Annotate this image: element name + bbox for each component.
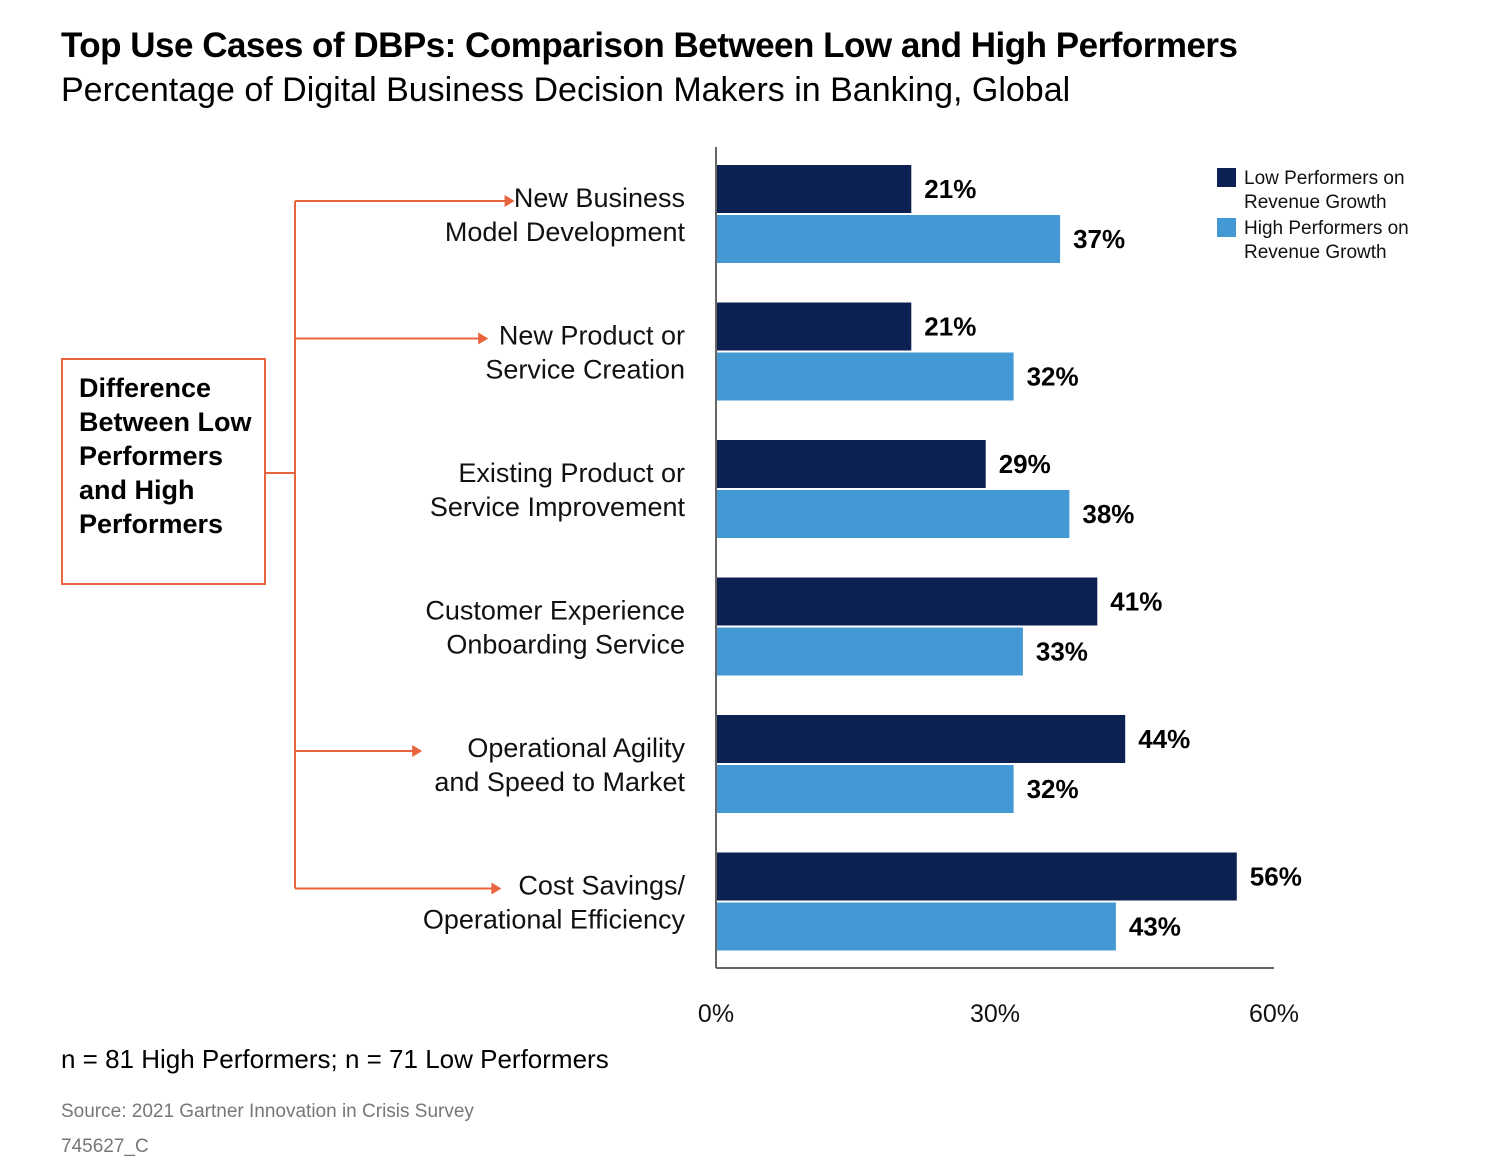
difference-callout-text: Difference Between Low Performers and Hi… xyxy=(79,373,252,539)
x-tick-label-1: 30% xyxy=(970,1000,1020,1028)
document-id: 745627_C xyxy=(61,1136,149,1157)
arrow-head-icon xyxy=(504,195,515,207)
category-label-line: and Speed to Market xyxy=(434,767,685,797)
legend-label-high: Revenue Growth xyxy=(1244,242,1387,263)
value-label-low-2: 29% xyxy=(999,449,1051,479)
x-tick-label-0: 0% xyxy=(698,1000,734,1028)
value-label-low-5: 56% xyxy=(1250,862,1302,892)
bar-low-0 xyxy=(716,165,912,213)
x-tick-label-2: 60% xyxy=(1249,1000,1299,1028)
value-label-low-4: 44% xyxy=(1138,724,1190,754)
sample-size-note: n = 81 High Performers; n = 71 Low Perfo… xyxy=(61,1044,609,1074)
bar-low-3 xyxy=(716,577,1098,626)
category-label-line: New Business xyxy=(514,183,685,213)
category-label-line: Model Development xyxy=(445,217,686,247)
source-note: Source: 2021 Gartner Innovation in Crisi… xyxy=(61,1101,474,1122)
category-label-line: Onboarding Service xyxy=(446,630,685,660)
category-label-1: New Product or Service Creation xyxy=(485,321,685,385)
legend-swatch-low xyxy=(1217,168,1236,187)
legend-swatch-high xyxy=(1217,218,1236,237)
value-label-high-3: 33% xyxy=(1036,637,1088,667)
arrow-head-icon xyxy=(412,745,423,757)
category-label-line: Service Creation xyxy=(485,355,685,385)
category-label-line: New Product or xyxy=(499,321,685,351)
bar-high-2 xyxy=(716,490,1070,538)
category-label-line: Customer Experience xyxy=(425,596,685,626)
legend-label-high: High Performers on xyxy=(1244,218,1409,239)
bar-high-0 xyxy=(716,215,1061,263)
category-label-2: Existing Product or Service Improvement xyxy=(430,458,686,522)
bar-low-1 xyxy=(716,302,912,351)
category-label-line: Service Improvement xyxy=(430,492,686,522)
category-label-line: Operational Efficiency xyxy=(423,905,686,935)
category-label-line: Cost Savings/ xyxy=(518,871,685,901)
legend-label-low: Low Performers on xyxy=(1244,168,1405,189)
category-label-line: Operational Agility xyxy=(467,733,685,763)
value-label-high-2: 38% xyxy=(1082,499,1134,529)
bar-high-4 xyxy=(716,765,1014,813)
category-label-5: Cost Savings/Operational Efficiency xyxy=(423,871,686,935)
chart-subtitle: Percentage of Digital Business Decision … xyxy=(61,71,1071,109)
value-label-high-5: 43% xyxy=(1129,912,1181,942)
difference-callout-box xyxy=(61,358,266,585)
bar-chart: 21% 37% New Business Model Development 21% 32… xyxy=(266,147,1409,1028)
bar-low-5 xyxy=(716,852,1237,901)
bar-high-1 xyxy=(716,352,1014,401)
bar-high-5 xyxy=(716,902,1116,951)
category-label-3: Customer Experience Onboarding Service xyxy=(425,596,685,660)
bar-high-3 xyxy=(716,627,1023,676)
value-label-high-0: 37% xyxy=(1073,224,1125,254)
value-label-high-1: 32% xyxy=(1027,362,1079,392)
value-label-high-4: 32% xyxy=(1027,774,1079,804)
legend-label-low: Revenue Growth xyxy=(1244,192,1387,213)
value-label-low-0: 21% xyxy=(924,174,976,204)
bar-low-2 xyxy=(716,440,986,488)
arrow-head-icon xyxy=(478,332,489,345)
value-label-low-3: 41% xyxy=(1110,587,1162,617)
bar-low-4 xyxy=(716,715,1126,763)
category-label-line: Existing Product or xyxy=(458,458,685,488)
chart-title: Top Use Cases of DBPs: Comparison Betwee… xyxy=(61,26,1238,65)
arrow-head-icon xyxy=(491,882,502,895)
category-label-4: Operational Agility and Speed to Market xyxy=(434,733,685,797)
category-label-0: New Business Model Development xyxy=(445,183,686,247)
value-label-low-1: 21% xyxy=(924,312,976,342)
